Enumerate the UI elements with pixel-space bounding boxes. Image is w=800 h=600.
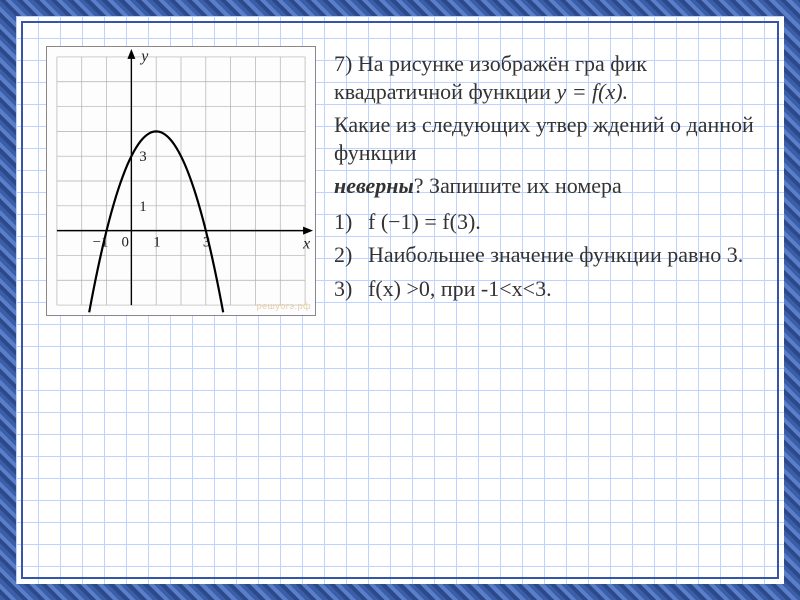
content-area: −101313 y x решуогэ.рф 7) На рисунке изо… xyxy=(46,46,754,554)
answers-list: 1)f (−1) = f(3).2)Наибольшее значение фу… xyxy=(334,208,754,303)
answer-number: 1) xyxy=(334,208,368,236)
parabola-chart: −101313 y x решуогэ.рф xyxy=(46,46,316,316)
function-expression: y = f(x). xyxy=(556,79,628,104)
question-text: 7) На рисунке изображён гра фик квадрати… xyxy=(334,46,754,554)
svg-text:0: 0 xyxy=(121,235,128,251)
question-line-1: 7) На рисунке изображён гра фик квадрати… xyxy=(334,50,754,105)
question-rest: ? Запишите их номера xyxy=(414,173,622,198)
x-axis-label: x xyxy=(302,235,310,252)
answer-text: f(x) >0, при -1<x<3. xyxy=(368,275,754,303)
answer-number: 3) xyxy=(334,275,368,303)
answer-text: Наибольшее значение функции равно 3. xyxy=(368,241,754,269)
question-number: 7) xyxy=(334,51,352,76)
watermark: решуогэ.рф xyxy=(257,301,311,311)
svg-text:1: 1 xyxy=(153,235,160,251)
chart-svg: −101313 y x xyxy=(47,47,315,315)
decorative-border: −101313 y x решуогэ.рф 7) На рисунке изо… xyxy=(0,0,800,600)
y-axis-label: y xyxy=(139,48,149,65)
answer-text: f (−1) = f(3). xyxy=(368,208,754,236)
question-emphasis: неверны xyxy=(334,173,414,198)
answer-number: 2) xyxy=(334,241,368,269)
chart-ticks: −101313 xyxy=(93,149,211,250)
svg-text:1: 1 xyxy=(139,199,146,215)
chart-axes xyxy=(57,49,313,305)
answer-item: 2)Наибольшее значение функции равно 3. xyxy=(334,241,754,269)
answer-item: 3)f(x) >0, при -1<x<3. xyxy=(334,275,754,303)
question-body: 7) На рисунке изображён гра фик квадрати… xyxy=(334,50,754,200)
svg-text:3: 3 xyxy=(139,149,146,165)
answer-item: 1)f (−1) = f(3). xyxy=(334,208,754,236)
question-line-3: неверны? Запишите их номера xyxy=(334,172,754,200)
question-line-2: Какие из следующих утвер ждений о данной… xyxy=(334,111,754,166)
chart-grid xyxy=(57,57,305,305)
